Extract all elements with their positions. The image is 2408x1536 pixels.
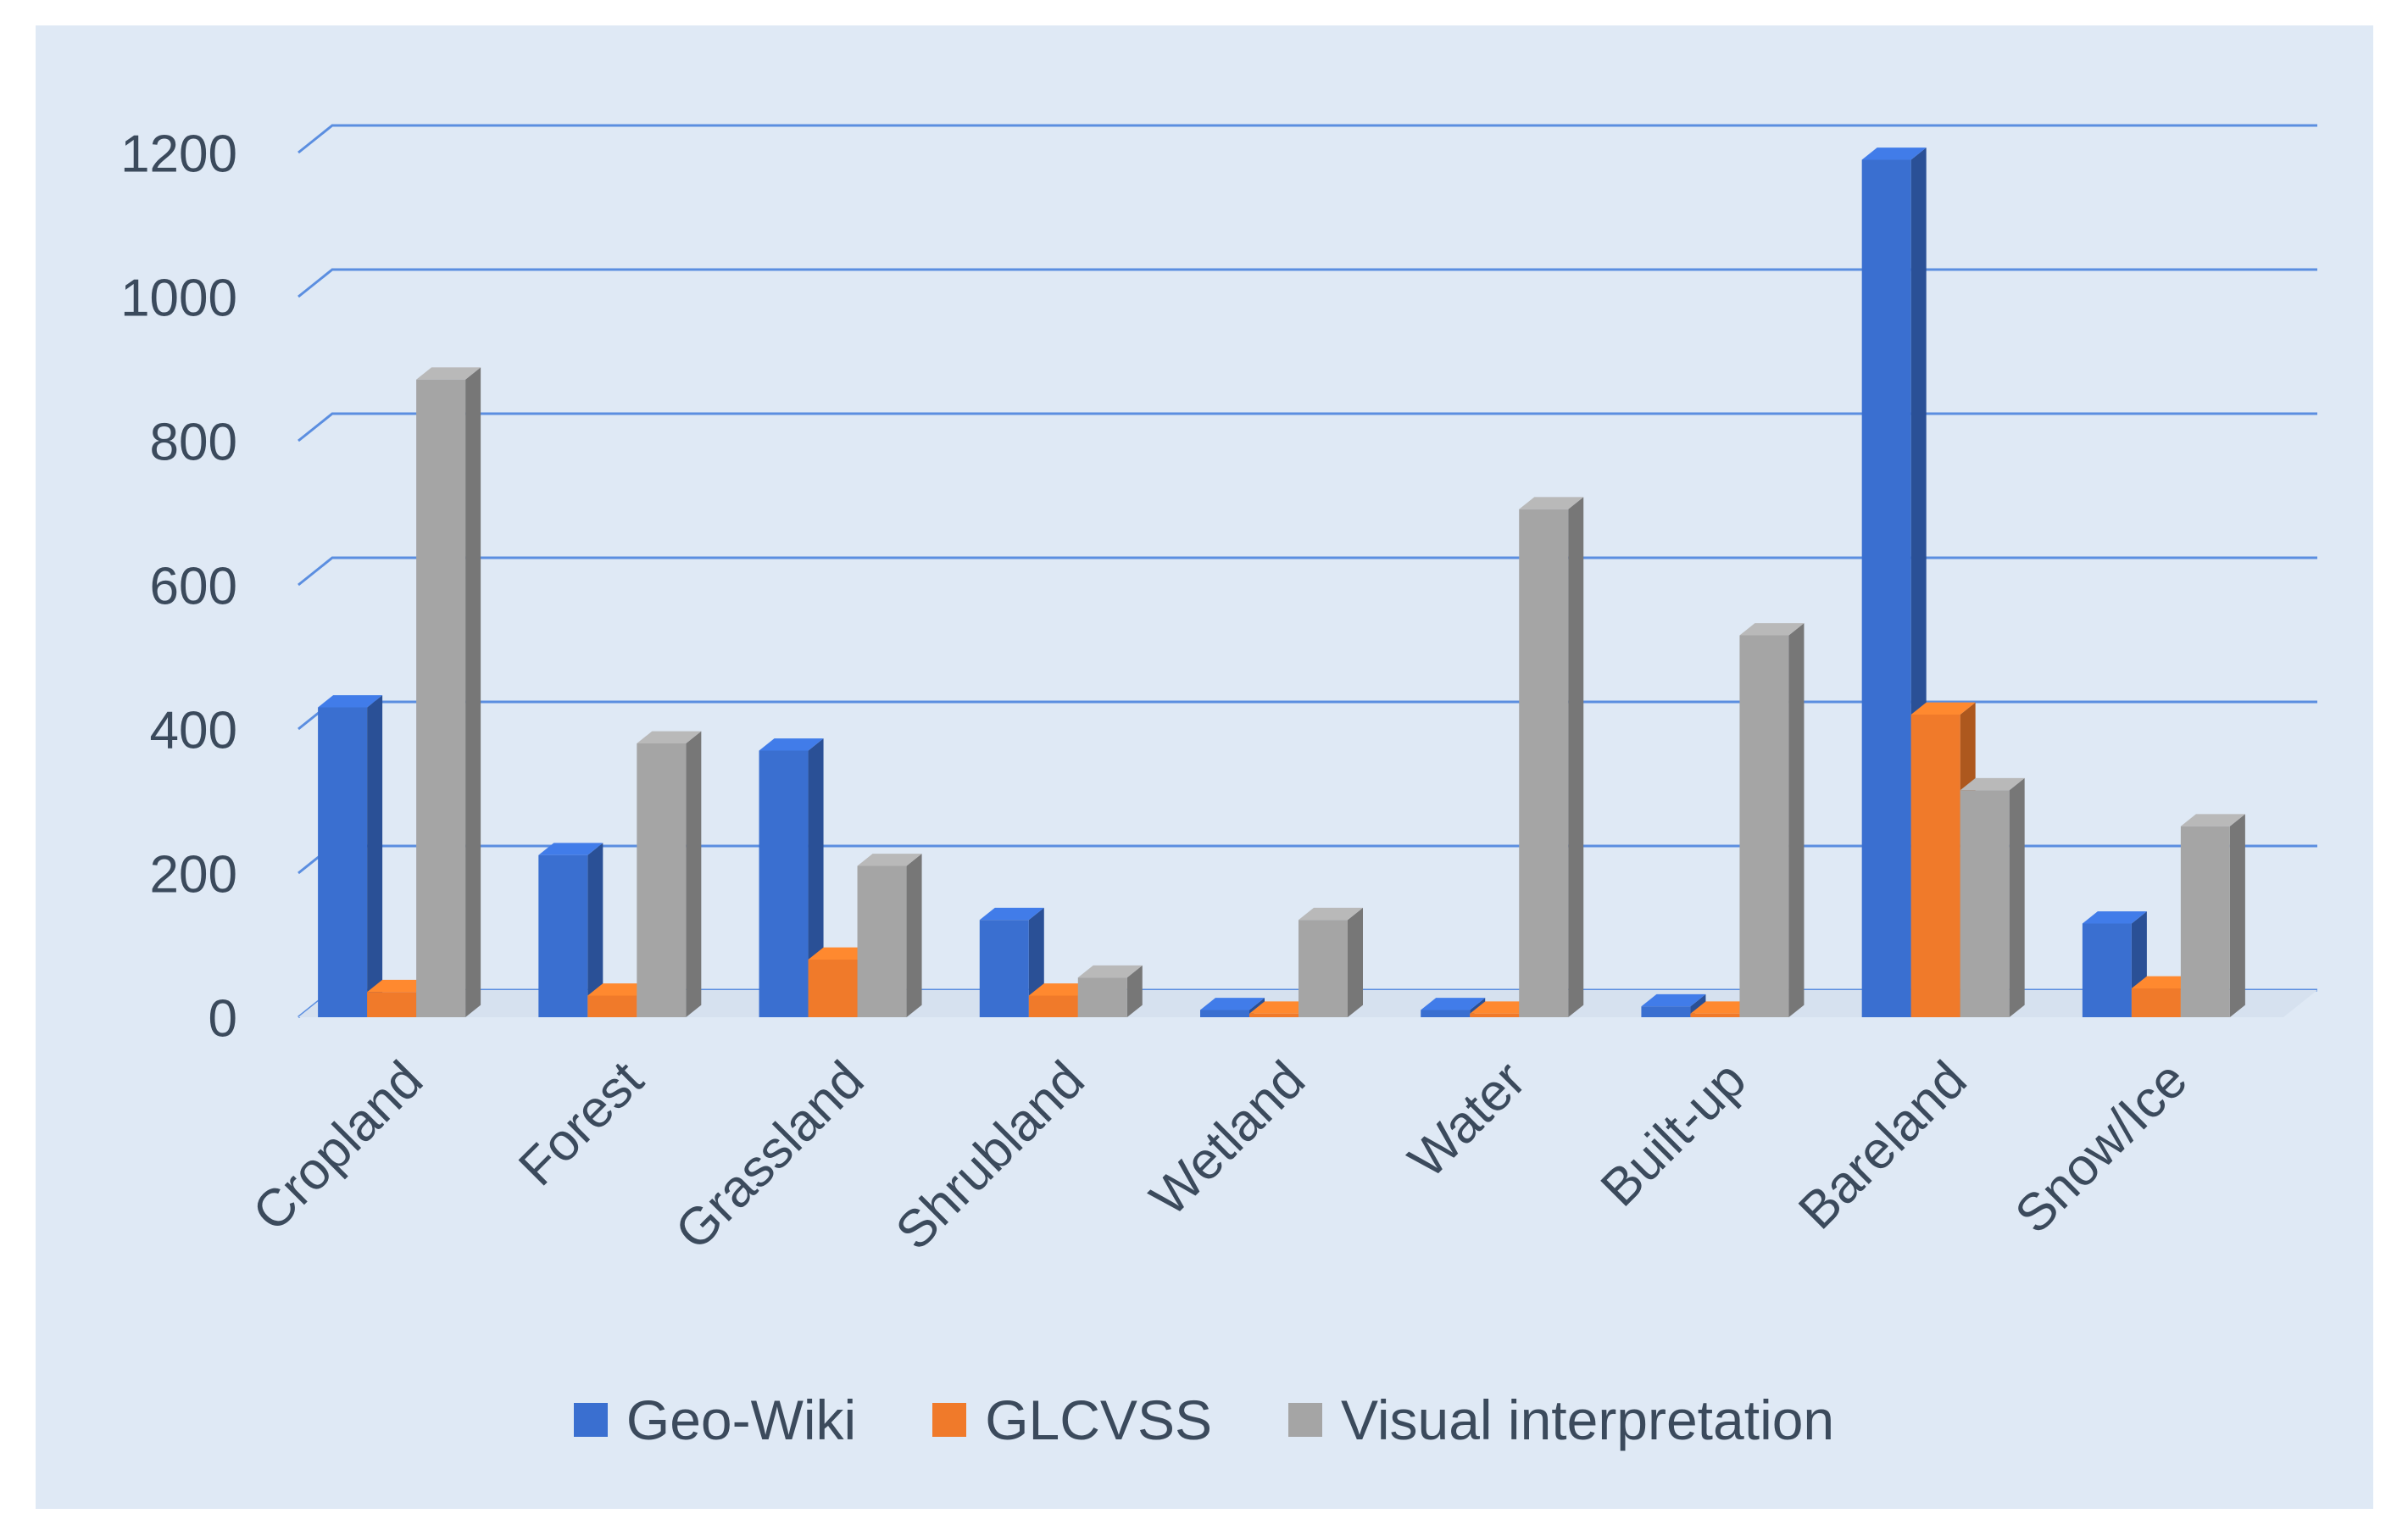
legend: Geo-Wiki GLCVSS Visual interpretation — [0, 1382, 2408, 1458]
bar-visual-interpretation-wetland — [1299, 907, 1363, 1017]
x-tick-label: Shrubland — [885, 1050, 1096, 1261]
legend-swatch — [1288, 1403, 1322, 1437]
x-tick-label: Bareland — [1788, 1050, 1977, 1240]
y-tick-label: 200 — [150, 845, 237, 904]
bar-visual-interpretation-snow-ice — [2180, 814, 2245, 1017]
legend-item: Geo-Wiki — [573, 1388, 857, 1452]
x-tick-label: Water — [1398, 1050, 1537, 1189]
bar-geo-wiki-grassland — [759, 738, 824, 1017]
gridline — [298, 268, 2317, 298]
bar-visual-interpretation-built-up — [1739, 623, 1805, 1017]
legend-item: GLCVSS — [932, 1388, 1212, 1452]
legend-label: Visual interpretation — [1341, 1389, 1835, 1451]
bar-geo-wiki-snow-ice — [2082, 911, 2147, 1017]
legend-swatch — [573, 1403, 608, 1437]
x-tick-label: Forest — [508, 1050, 654, 1197]
bar-visual-interpretation-bareland — [1960, 777, 2025, 1017]
legend-swatch — [932, 1403, 967, 1437]
x-tick-label: Built-up — [1590, 1050, 1757, 1217]
gridline — [298, 124, 2317, 154]
bar-visual-interpretation-shrubland — [1077, 965, 1143, 1017]
y-tick-label: 1000 — [120, 269, 237, 327]
legend-item: Visual interpretation — [1288, 1388, 1834, 1452]
legend-label: Geo-Wiki — [626, 1389, 857, 1451]
y-tick-label: 800 — [150, 413, 237, 471]
gridline — [298, 412, 2317, 442]
x-tick-label: Snow/Ice — [2005, 1050, 2199, 1244]
x-tick-label: Wetland — [1139, 1050, 1316, 1227]
gridline — [298, 700, 2317, 731]
bar-geo-wiki-forest — [538, 843, 603, 1017]
x-tick-label: Cropland — [242, 1050, 434, 1243]
bar-visual-interpretation-cropland — [416, 367, 481, 1018]
bar-visual-interpretation-forest — [637, 731, 702, 1017]
y-tick-label: 0 — [209, 989, 237, 1048]
y-tick-label: 1200 — [120, 125, 237, 183]
bar-visual-interpretation-water — [1519, 497, 1584, 1017]
legend-label: GLCVSS — [985, 1389, 1212, 1451]
x-tick-label: Grassland — [665, 1050, 876, 1261]
y-tick-label: 600 — [150, 557, 237, 615]
bar-geo-wiki-cropland — [318, 695, 383, 1017]
y-tick-label: 400 — [150, 701, 237, 760]
bar-visual-interpretation-grassland — [857, 854, 922, 1017]
gridline — [298, 556, 2317, 587]
